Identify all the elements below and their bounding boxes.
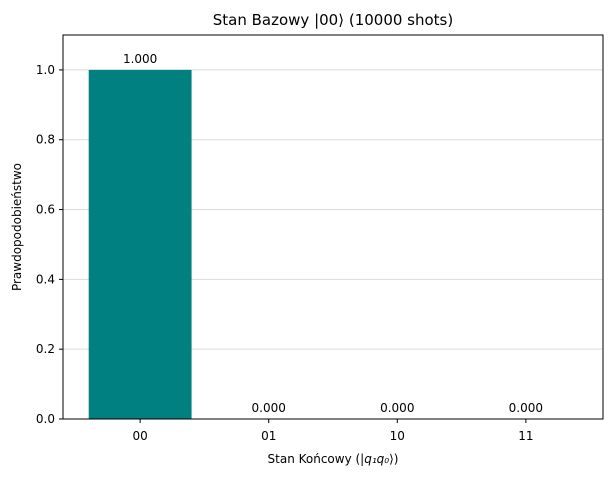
y-tick-label: 0.4	[36, 272, 55, 286]
y-tick-label: 0.2	[36, 342, 55, 356]
x-tick-label: 11	[518, 429, 533, 443]
data-label: 1.000	[123, 52, 157, 66]
data-label: 0.000	[509, 401, 543, 415]
y-axis-label: Prawdopodobieństwo	[10, 163, 24, 291]
y-axis-ticks: 0.0 0.2 0.4 0.6 0.8 1.0	[36, 63, 63, 426]
y-tick-label: 1.0	[36, 63, 55, 77]
data-label: 0.000	[252, 401, 286, 415]
chart-title: Stan Bazowy |00⟩ (10000 shots)	[213, 11, 453, 29]
x-axis-label: Stan Końcowy (|q₁q₀⟩)	[268, 452, 399, 466]
y-tick-label: 0.8	[36, 133, 55, 147]
bar-00	[88, 69, 192, 419]
x-tick-label: 01	[261, 429, 276, 443]
plot-area-frame	[62, 34, 604, 420]
y-tick-label: 0.6	[36, 203, 55, 217]
data-label: 0.000	[380, 401, 414, 415]
data-labels: 1.000 0.000 0.000 0.000	[123, 52, 543, 415]
x-tick-label: 00	[133, 429, 148, 443]
x-tick-label: 10	[390, 429, 405, 443]
bars	[88, 69, 192, 419]
x-axis-ticks: 00 01 10 11	[133, 419, 533, 443]
y-tick-label: 0.0	[36, 412, 55, 426]
